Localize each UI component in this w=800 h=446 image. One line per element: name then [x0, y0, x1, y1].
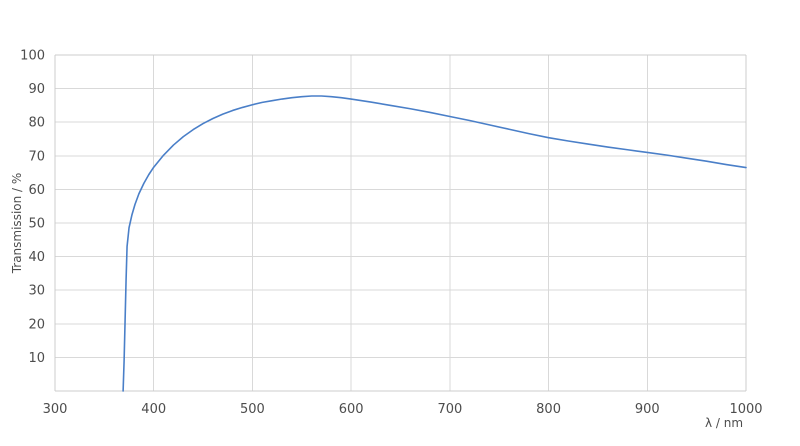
x-gridlines: [153, 55, 747, 391]
x-tick-label: 1000: [729, 402, 762, 417]
series-group: [122, 95, 747, 392]
x-tick-label: 900: [635, 402, 660, 417]
x-tick-label: 700: [437, 402, 462, 417]
series-line: [122, 95, 747, 392]
axis-frame: [54, 54, 747, 392]
y-tick-label: 70: [28, 149, 45, 164]
y-tick-label: 20: [28, 317, 45, 332]
x-axis-title: λ / nm: [705, 416, 743, 430]
x-tick-label: 500: [240, 402, 265, 417]
y-tick-label: 80: [28, 116, 45, 131]
x-tick-label: 800: [536, 402, 561, 417]
x-tick-labels: 300 400 500 600 700 800 900 1000: [43, 402, 763, 417]
y-tick-label: 30: [28, 284, 45, 299]
x-tick-label: 400: [141, 402, 166, 417]
x-tick-label: 600: [339, 402, 364, 417]
y-tick-label: 60: [28, 183, 45, 198]
x-tick-label: 300: [43, 402, 68, 417]
y-axis-title: Transmission / %: [10, 173, 24, 275]
y-tick-label: 90: [28, 82, 45, 97]
y-tick-labels: 10 20 30 40 50 60 70 80 90 100: [20, 49, 45, 366]
y-tick-label: 40: [28, 250, 45, 265]
y-tick-label: 50: [28, 217, 45, 232]
y-tick-label: 100: [20, 49, 45, 64]
y-tick-label: 10: [28, 351, 45, 366]
